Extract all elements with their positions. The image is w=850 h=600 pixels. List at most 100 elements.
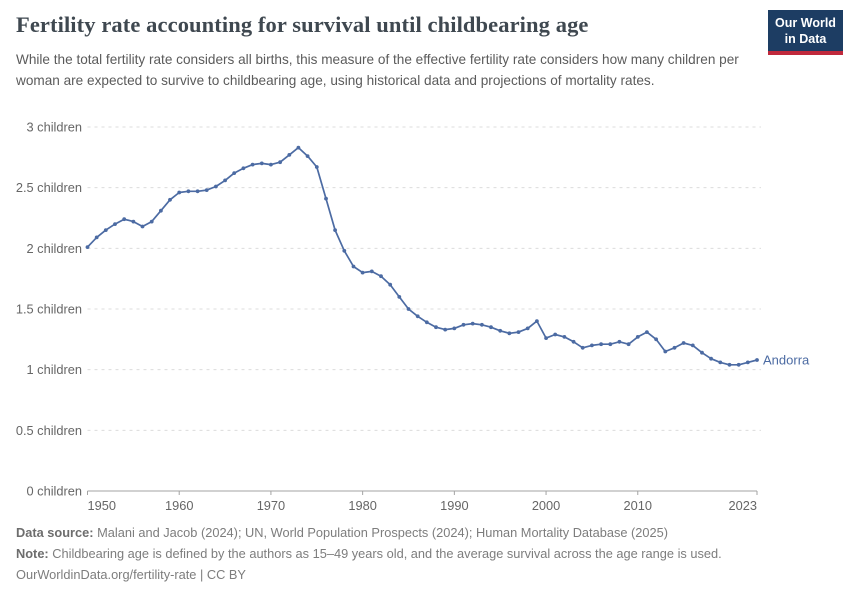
data-point <box>333 228 337 233</box>
data-point <box>94 235 99 240</box>
data-point <box>544 336 548 340</box>
data-point <box>149 219 154 224</box>
series-line-andorra <box>86 146 758 366</box>
data-point <box>415 314 420 319</box>
x-tick-label: 1970 <box>257 498 285 513</box>
data-point <box>397 295 402 299</box>
data-point <box>232 171 237 176</box>
data-point <box>360 270 365 275</box>
data-point <box>489 325 493 330</box>
data-point <box>241 166 246 171</box>
data-point <box>122 217 127 222</box>
data-point <box>259 161 264 166</box>
x-tick-label: 1990 <box>440 498 468 513</box>
data-point <box>590 343 594 348</box>
data-point <box>204 188 209 193</box>
data-point <box>159 208 163 213</box>
data-point <box>379 274 383 279</box>
y-tick-label: 0 children <box>27 484 83 499</box>
data-point <box>434 325 438 330</box>
owid-logo: Our World in Data <box>768 10 843 55</box>
data-point <box>461 322 466 327</box>
data-point <box>480 322 484 327</box>
data-point <box>690 343 695 348</box>
x-tick-label: 1980 <box>348 498 376 513</box>
y-tick-label: 2.5 children <box>16 180 82 195</box>
x-tick-label: 2000 <box>532 498 560 513</box>
data-point <box>452 326 457 331</box>
x-tick-label: 1960 <box>165 498 193 513</box>
note-text: Childbearing age is defined by the autho… <box>48 546 722 561</box>
data-point <box>608 342 613 347</box>
x-tick-label: 2010 <box>624 498 652 513</box>
data-point <box>388 282 393 287</box>
data-point <box>626 342 631 347</box>
data-point <box>85 245 90 250</box>
data-point <box>599 342 603 347</box>
y-tick-label: 2 children <box>27 241 83 256</box>
data-point <box>140 224 145 229</box>
data-point <box>287 153 292 157</box>
data-point <box>755 358 759 362</box>
data-point <box>672 345 677 350</box>
data-point <box>186 189 191 194</box>
data-point <box>214 184 218 189</box>
note-line: Note: Childbearing age is defined by the… <box>16 543 836 564</box>
chart-footer: Data source: Malani and Jacob (2024); UN… <box>16 522 836 585</box>
data-point <box>195 189 200 194</box>
y-tick-label: 1.5 children <box>16 302 82 317</box>
data-point <box>727 362 732 367</box>
data-point <box>553 332 558 337</box>
entity-label-andorra: Andorra <box>763 352 810 367</box>
data-point <box>516 330 521 334</box>
data-point <box>369 269 374 274</box>
data-point <box>443 327 448 332</box>
data-point <box>709 356 713 361</box>
data-point <box>663 349 668 354</box>
y-tick-label: 3 children <box>27 120 83 135</box>
data-point <box>406 307 411 311</box>
data-point <box>571 339 576 344</box>
data-point <box>223 178 228 183</box>
data-point <box>342 248 347 253</box>
data-point <box>250 162 255 167</box>
y-tick-label: 0.5 children <box>16 423 82 438</box>
data-point <box>745 360 750 365</box>
data-point <box>305 154 310 159</box>
data-source-line: Data source: Malani and Jacob (2024); UN… <box>16 522 836 543</box>
data-point <box>424 320 429 325</box>
data-point <box>168 197 172 202</box>
data-point <box>269 162 273 167</box>
data-point <box>562 335 567 339</box>
chart-subtitle: While the total fertility rate considers… <box>16 52 739 88</box>
data-source-text: Malani and Jacob (2024); UN, World Popul… <box>93 525 669 540</box>
data-point <box>681 341 686 345</box>
owid-logo-line1: Our World <box>775 16 836 30</box>
y-tick-label: 1 children <box>27 362 83 377</box>
data-point <box>498 328 503 333</box>
data-point <box>654 337 658 342</box>
data-point <box>617 339 622 344</box>
owid-logo-line2: in Data <box>784 32 827 46</box>
data-point <box>535 319 539 323</box>
data-point <box>103 228 108 233</box>
data-point <box>645 330 649 334</box>
page-title: Fertility rate accounting for survival u… <box>16 12 589 37</box>
data-source-label: Data source: <box>16 525 94 540</box>
license-line: OurWorldinData.org/fertility-rate | CC B… <box>16 567 246 582</box>
data-point <box>296 145 301 150</box>
data-point <box>635 335 640 339</box>
data-point <box>131 219 136 224</box>
data-point <box>324 196 328 201</box>
data-point <box>700 350 704 355</box>
x-tick-label: 2023 <box>729 498 757 513</box>
data-point <box>736 362 741 367</box>
data-point <box>525 326 530 331</box>
note-label: Note: <box>16 546 49 561</box>
data-point <box>314 165 319 169</box>
data-point <box>278 160 282 165</box>
data-point <box>470 321 475 326</box>
data-point <box>177 190 182 195</box>
data-point <box>580 345 585 350</box>
